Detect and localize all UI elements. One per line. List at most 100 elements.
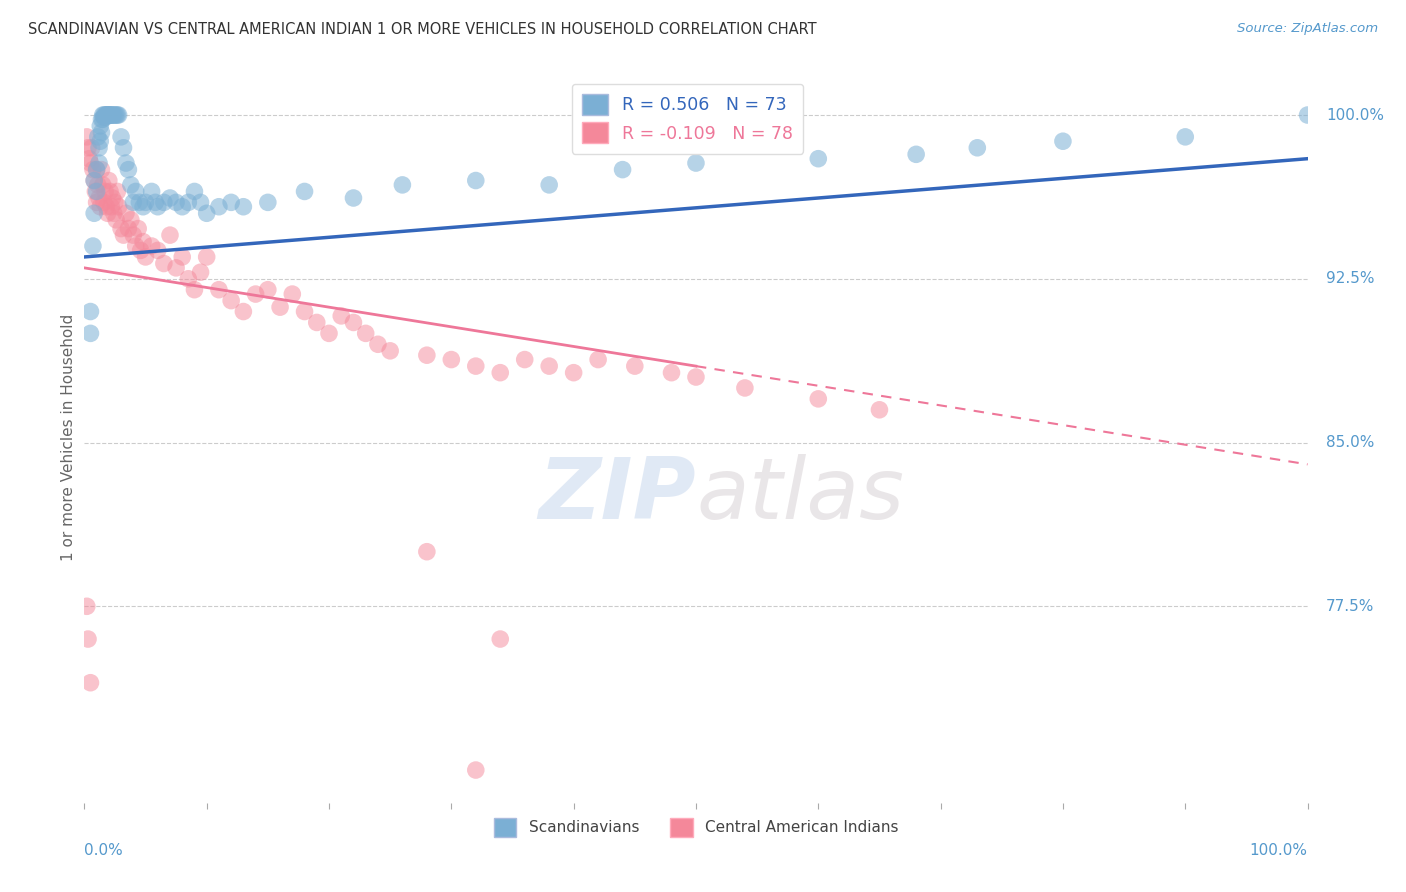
Point	[94, 110, 117, 124]
Point	[330, 309, 353, 323]
Point	[107, 200, 129, 214]
Point	[98, 108, 121, 122]
Point	[79, 326, 101, 341]
Point	[117, 162, 139, 177]
Point	[661, 366, 683, 380]
Point	[125, 239, 148, 253]
Point	[100, 108, 122, 122]
Point	[112, 228, 135, 243]
Point	[105, 212, 128, 227]
Point	[1052, 134, 1074, 148]
Point	[87, 129, 110, 144]
Point	[96, 108, 118, 122]
Point	[269, 300, 291, 314]
Point	[232, 304, 254, 318]
Point	[219, 293, 242, 308]
Text: 77.5%: 77.5%	[1326, 599, 1374, 614]
Point	[87, 178, 110, 192]
Point	[90, 162, 112, 177]
Point	[232, 200, 254, 214]
Point	[86, 162, 108, 177]
Point	[103, 108, 125, 122]
Point	[80, 141, 103, 155]
Text: 100.0%: 100.0%	[1250, 843, 1308, 858]
Point	[100, 200, 122, 214]
Point	[91, 112, 114, 127]
Point	[489, 632, 512, 646]
Point	[165, 260, 187, 275]
Point	[165, 195, 187, 210]
Point	[135, 195, 157, 210]
Point	[97, 173, 120, 187]
Point	[208, 283, 231, 297]
Legend: Scandinavians, Central American Indians: Scandinavians, Central American Indians	[488, 812, 904, 843]
Point	[97, 108, 120, 122]
Point	[159, 228, 181, 243]
Point	[143, 195, 166, 210]
Point	[318, 326, 340, 341]
Point	[342, 191, 364, 205]
Point	[120, 212, 142, 227]
Point	[685, 156, 707, 170]
Point	[135, 250, 157, 264]
Point	[342, 315, 364, 329]
Point	[624, 359, 647, 373]
Point	[82, 239, 104, 253]
Point	[97, 206, 120, 220]
Point	[159, 191, 181, 205]
Point	[905, 147, 928, 161]
Point	[869, 402, 891, 417]
Point	[94, 108, 117, 122]
Point	[82, 162, 104, 177]
Text: 85.0%: 85.0%	[1326, 435, 1374, 450]
Point	[464, 359, 486, 373]
Point	[440, 352, 463, 367]
Y-axis label: 1 or more Vehicles in Household: 1 or more Vehicles in Household	[60, 313, 76, 561]
Point	[87, 141, 110, 155]
Point	[105, 108, 128, 122]
Point	[110, 129, 132, 144]
Point	[464, 173, 486, 187]
Point	[807, 392, 830, 406]
Point	[245, 287, 267, 301]
Point	[172, 200, 194, 214]
Point	[110, 221, 132, 235]
Point	[100, 108, 122, 122]
Point	[367, 337, 389, 351]
Point	[177, 272, 200, 286]
Point	[257, 283, 280, 297]
Point	[89, 119, 111, 133]
Point	[172, 250, 194, 264]
Point	[195, 206, 218, 220]
Point	[83, 173, 105, 187]
Text: ZIP: ZIP	[538, 454, 696, 537]
Point	[294, 304, 316, 318]
Point	[83, 173, 105, 187]
Point	[117, 221, 139, 235]
Point	[966, 141, 988, 155]
Point	[86, 185, 108, 199]
Point	[380, 343, 402, 358]
Point	[586, 352, 609, 367]
Point	[98, 185, 121, 199]
Point	[105, 185, 128, 199]
Point	[101, 191, 124, 205]
Point	[115, 206, 138, 220]
Point	[416, 545, 439, 559]
Point	[183, 283, 205, 297]
Point	[132, 235, 155, 249]
Point	[734, 381, 756, 395]
Text: 100.0%: 100.0%	[1326, 108, 1384, 122]
Point	[101, 108, 124, 122]
Point	[219, 195, 242, 210]
Point	[89, 134, 111, 148]
Point	[807, 152, 830, 166]
Point	[93, 108, 115, 122]
Point	[91, 108, 114, 122]
Point	[685, 370, 707, 384]
Point	[83, 206, 105, 220]
Point	[96, 108, 118, 122]
Point	[257, 195, 280, 210]
Point	[107, 108, 129, 122]
Point	[105, 108, 128, 122]
